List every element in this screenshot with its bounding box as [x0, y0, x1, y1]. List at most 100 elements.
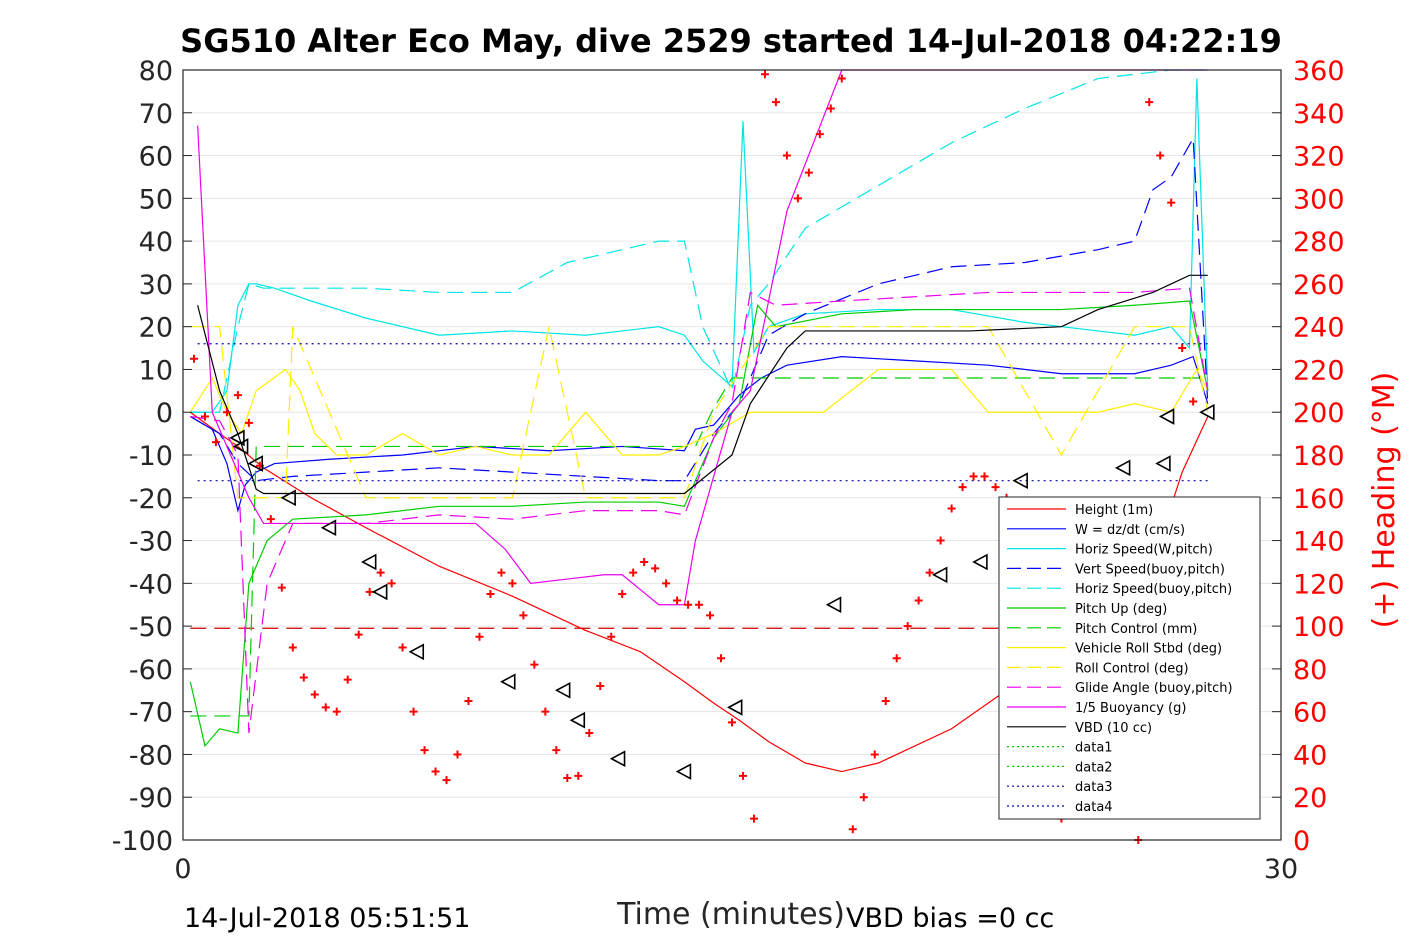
- legend-label-0: Height (1m): [1075, 503, 1153, 518]
- x-tick-label: 30: [1264, 854, 1298, 885]
- right-y-tick-label: 160: [1293, 484, 1345, 515]
- series-line-5: [189, 300, 1209, 748]
- heading-point: [848, 825, 857, 834]
- heading-point: [497, 568, 506, 577]
- y-tick-label: -10: [129, 441, 173, 472]
- triangle-marker: [500, 673, 516, 691]
- triangle-marker: [609, 750, 626, 768]
- heading-point: [1178, 344, 1187, 353]
- right-y-tick-label: 320: [1293, 142, 1345, 173]
- heading-point: [804, 168, 813, 177]
- triangle-marker: [320, 519, 337, 537]
- legend-box: [998, 496, 1261, 820]
- right-y-tick-label: 240: [1293, 313, 1345, 344]
- right-y-axis-label: (+) Heading (°M): [1367, 372, 1402, 629]
- legend-label-7: Vehicle Roll Stbd (deg): [1075, 642, 1222, 657]
- right-y-tick-label: 360: [1293, 56, 1345, 87]
- heading-point: [585, 729, 594, 738]
- triangle-marker: [1114, 459, 1131, 477]
- heading-point: [640, 557, 649, 566]
- right-y-tick-label: 60: [1293, 698, 1327, 729]
- series-line-11: [197, 274, 1208, 495]
- right-y-tick-label: 180: [1293, 441, 1345, 472]
- triangle-marker: [408, 643, 425, 661]
- legend-label-5: Pitch Up (deg): [1075, 602, 1167, 617]
- right-y-tick-label: 200: [1293, 398, 1345, 429]
- x-tick-label: 0: [174, 854, 191, 885]
- y-tick-label: 80: [139, 56, 173, 87]
- triangle-marker: [675, 763, 692, 780]
- heading-point: [837, 74, 846, 83]
- heading-point: [563, 773, 572, 782]
- heading-point: [969, 472, 978, 481]
- heading-point: [519, 611, 528, 620]
- right-y-tick-label: 40: [1293, 740, 1327, 771]
- heading-point: [706, 611, 715, 620]
- triangle-marker: [247, 455, 263, 472]
- heading-point: [233, 391, 242, 400]
- y-tick-labels: 80 70 60 50 40 30 20 10 0 -10 -20 -30 -40 -50 -60 -70 -8…: [112, 56, 173, 857]
- legend-label-1: W = dz/dt (cm/s): [1075, 523, 1185, 538]
- heading-point: [387, 579, 396, 588]
- heading-point: [1156, 151, 1165, 160]
- legend-label-15: data4: [1075, 800, 1113, 815]
- heading-point: [475, 632, 484, 641]
- heading-point: [903, 622, 912, 631]
- heading-point: [332, 707, 341, 716]
- y-tick-label: 30: [139, 270, 173, 301]
- triangle-marker: [1158, 408, 1175, 425]
- triangle-marker: [360, 553, 377, 571]
- heading-point: [607, 632, 616, 641]
- triangle-marker: [1155, 455, 1171, 472]
- legend-label-12: data1: [1075, 741, 1113, 756]
- heading-point: [738, 771, 747, 780]
- heading-point: [760, 70, 769, 79]
- legend-label-13: data2: [1075, 760, 1113, 775]
- legend-label-9: Glide Angle (buoy,pitch): [1075, 681, 1233, 696]
- heading-point: [936, 536, 945, 545]
- x-axis-label: Time (minutes): [616, 897, 845, 932]
- heading-point: [651, 564, 660, 573]
- heading-point: [398, 643, 407, 652]
- y-tick-label: 20: [139, 313, 173, 344]
- heading-point: [222, 408, 231, 417]
- heading-point: [629, 568, 638, 577]
- series-line-4: [190, 69, 1208, 413]
- triangle-marker: [972, 553, 988, 571]
- y-tick-label: -30: [129, 527, 173, 558]
- right-y-tick-label: 20: [1293, 783, 1327, 814]
- triangle-marker: [1012, 472, 1028, 490]
- series-line-8: [190, 326, 1209, 499]
- heading-point: [771, 98, 780, 107]
- heading-point: [673, 596, 682, 605]
- heading-point: [508, 579, 517, 588]
- heading-point: [541, 707, 550, 716]
- heading-point: [596, 682, 605, 690]
- heading-point: [662, 579, 671, 588]
- right-y-tick-label: 140: [1293, 527, 1345, 558]
- heading-point: [958, 483, 967, 492]
- legend-label-6: Pitch Control (mm): [1075, 622, 1197, 637]
- series-line-6: [190, 377, 1208, 717]
- y-tick-label: -60: [129, 655, 173, 686]
- x-tick-labels: 0 30: [174, 854, 1298, 885]
- heading-point: [892, 654, 901, 663]
- series-line-2: [190, 78, 1209, 413]
- right-y-tick-label: 280: [1293, 227, 1345, 258]
- heading-point: [354, 630, 363, 639]
- heading-point: [409, 707, 418, 716]
- heading-point: [288, 643, 297, 652]
- triangle-marker: [931, 566, 948, 584]
- heading-point: [530, 660, 539, 669]
- triangle-marker: [280, 489, 296, 507]
- heading-point: [343, 675, 352, 684]
- heading-point: [453, 750, 462, 759]
- heading-point: [782, 151, 791, 160]
- heading-point: [1145, 98, 1154, 107]
- heading-point: [552, 746, 561, 755]
- heading-point: [947, 504, 956, 513]
- y-tick-label: -100: [112, 826, 173, 857]
- heading-point: [728, 718, 736, 727]
- triangle-marker: [569, 711, 586, 729]
